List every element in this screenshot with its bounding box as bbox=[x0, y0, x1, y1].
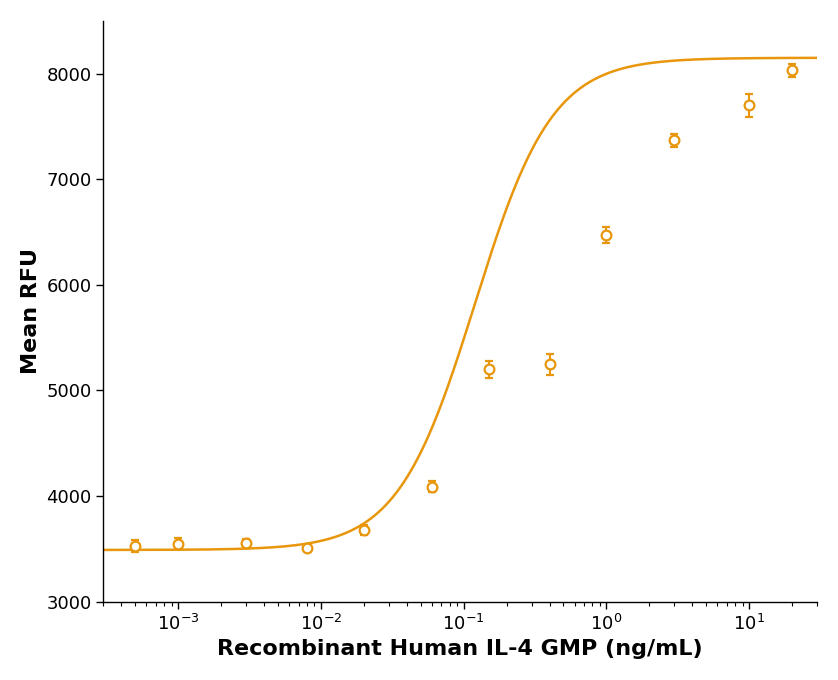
X-axis label: Recombinant Human IL-4 GMP (ng/mL): Recombinant Human IL-4 GMP (ng/mL) bbox=[218, 639, 703, 659]
Y-axis label: Mean RFU: Mean RFU bbox=[21, 248, 41, 374]
